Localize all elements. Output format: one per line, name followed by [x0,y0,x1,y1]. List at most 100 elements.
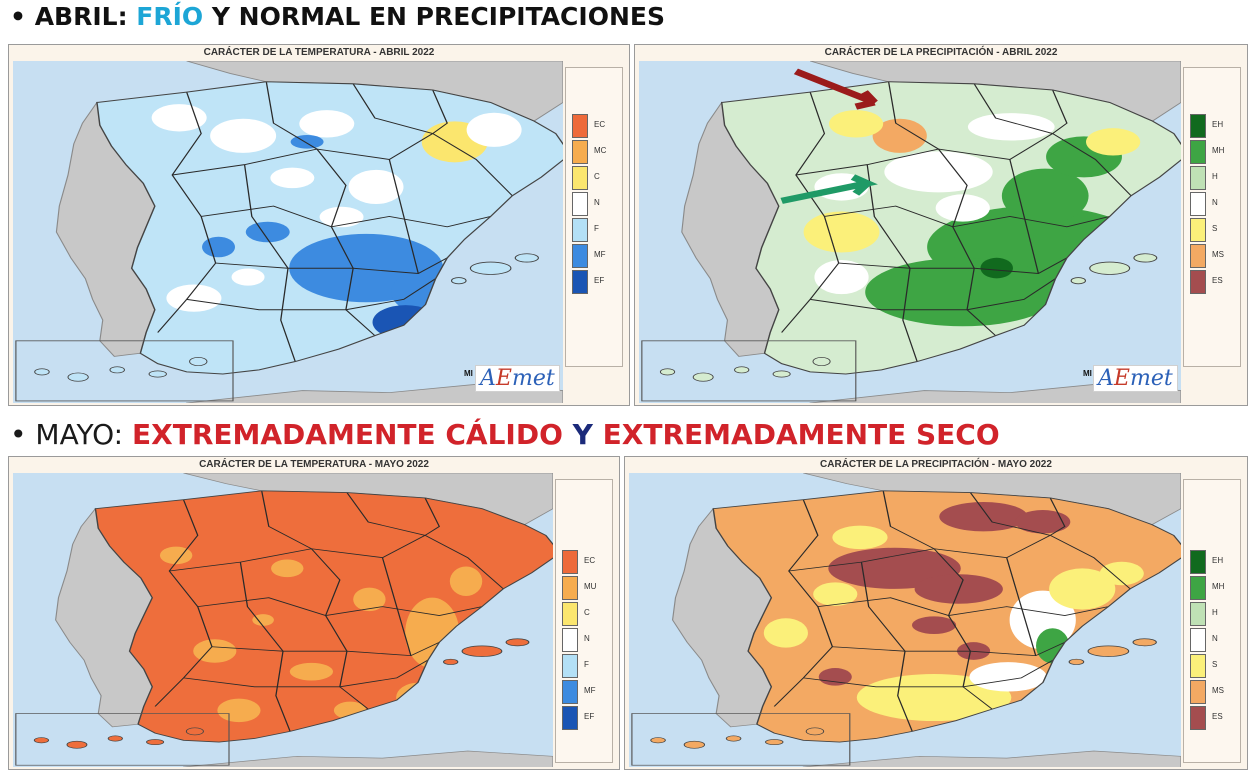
legend-swatch [1190,244,1206,268]
balearic-abbr-label: MI [1083,369,1092,378]
anomaly-region [967,113,1055,141]
bullet: • [10,418,36,451]
legend-swatch [562,628,578,652]
province-border [1009,159,1039,274]
spain-map [13,61,563,403]
legend-swatch [1190,270,1206,294]
canary-island [66,740,88,749]
legend-swatch [1190,628,1206,652]
legend-label: EH [1212,556,1224,565]
canary-island [148,370,167,378]
anomaly-region [911,616,957,634]
green-arrow [780,174,878,204]
province-border [169,535,426,572]
province-border [810,278,1056,311]
legend-swatch [562,706,578,730]
anomaly-region [969,662,1047,692]
province-border [803,659,1054,688]
legend-swatch [1190,140,1206,164]
canary-islands-inset [15,340,234,402]
province-border [388,159,419,274]
legend-label: EF [584,712,595,721]
province-border [183,659,429,688]
legend-label: S [1212,660,1218,669]
province-border [832,641,1066,657]
anomaly-region [319,206,364,228]
legend-swatch [562,576,578,600]
legend-label: EC [594,120,606,129]
province-border [1052,89,1068,134]
legend: EH MH H N S MS ES [1183,479,1241,763]
province-border [817,597,1109,616]
panel-title: CARÁCTER DE LA PRECIPITACIÓN - MAYO 2022 [820,459,1052,470]
legend-swatch [1190,602,1206,626]
canary-island [146,739,165,746]
province-border [838,257,1068,274]
canary-island [812,357,831,367]
heading-part: ABRIL: [34,2,137,31]
legend-label: C [594,172,600,181]
canary-island [734,366,750,374]
anomaly-region [245,221,290,243]
spain-outline [94,490,553,743]
anomaly-region [231,268,265,286]
anomaly-region [166,284,222,312]
balearic-island [1089,261,1131,275]
province-border [243,164,296,362]
legend-label: F [584,660,589,669]
balearic-island [461,645,503,657]
anomaly-region [299,110,355,138]
anomaly-region [270,167,315,189]
canary-island [189,357,208,367]
precipitation-april-map-panel: CARÁCTER DE LA PRECIPITACIÓN - ABRIL 202… [634,44,1248,406]
legend-swatch [1190,654,1206,678]
anomaly-region [289,662,334,681]
province-border [239,562,291,732]
legend-label: EC [584,556,596,565]
canary-island [765,739,784,746]
legend-swatch [572,218,588,242]
anomaly-region [832,525,888,550]
province-border [887,81,997,336]
province-border [882,490,993,710]
balearic-island [514,253,539,263]
anomaly-region [217,698,261,723]
balearic-abbr-label: MI [464,369,473,378]
spain-outline [720,81,1181,375]
legend-swatch [572,192,588,216]
heading-part: MAYO: [35,418,133,451]
canary-island [34,368,50,376]
province-border [211,641,440,657]
anomaly-region [348,169,404,205]
legend-label: MS [1212,686,1224,695]
province-border [824,205,1110,228]
legend-swatch [572,244,588,268]
legend-swatch [1190,192,1206,216]
anomaly-region [193,639,237,663]
province-border [265,81,376,336]
anomaly-region [939,501,1028,532]
legend-label: ES [1212,276,1223,285]
anomaly-region [202,236,236,258]
canary-island [33,737,50,744]
heading-part: Y [562,418,603,451]
balearic-island [505,638,530,647]
legend-label: EH [1212,120,1224,129]
legend-swatch [1190,218,1206,242]
canary-island [107,735,123,742]
legend-swatch [1190,576,1206,600]
anomaly-region [803,211,880,253]
province-border [860,562,913,732]
spain-outline [712,490,1181,743]
canary-islands-inset [15,713,230,766]
anomaly-region [1049,568,1116,610]
spain-land [95,490,553,743]
heading-part: FRÍO [136,2,204,31]
may-heading: • MAYO: EXTREMADAMENTE CÁLIDO Y EXTREMAD… [10,418,1000,451]
legend-swatch [1190,114,1206,138]
legend-label: N [1212,198,1218,207]
april-heading: • ABRIL: FRÍO Y NORMAL EN PRECIPITACIONE… [10,2,665,31]
legend-label: EF [594,276,605,285]
canary-island [725,735,742,742]
red-arrow [793,68,878,110]
